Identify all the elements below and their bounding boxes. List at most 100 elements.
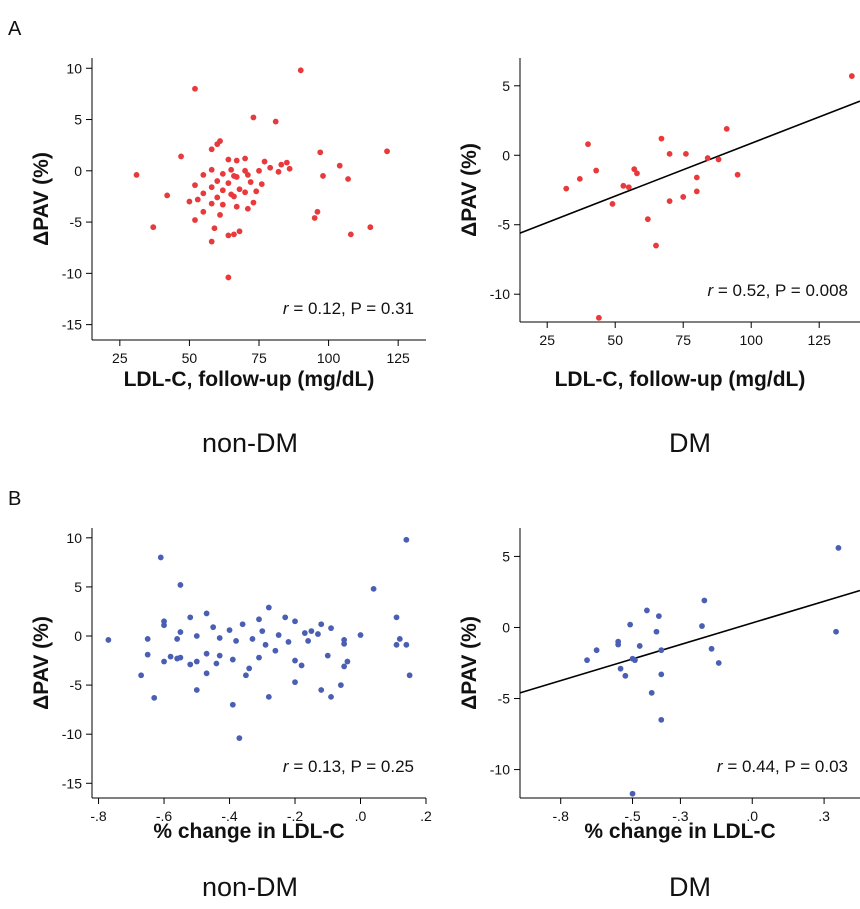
data-point (242, 189, 248, 196)
data-point (214, 178, 221, 184)
data-point (283, 159, 290, 166)
data-point (595, 314, 602, 321)
data-point (174, 636, 181, 642)
data-point (249, 636, 256, 642)
data-point (734, 171, 741, 178)
data-point (278, 161, 285, 168)
data-point (208, 238, 215, 245)
data-point (208, 166, 215, 173)
data-point (406, 672, 413, 679)
data-point (627, 621, 634, 628)
data-point (848, 73, 855, 79)
data-point (178, 153, 184, 160)
data-point (328, 625, 334, 632)
x-tick-label: 125 (386, 350, 410, 366)
data-point (194, 196, 201, 203)
data-point (187, 661, 194, 668)
data-point (244, 205, 251, 212)
data-point (177, 629, 184, 635)
x-tick-label: -.2 (287, 808, 304, 824)
data-point (193, 687, 200, 693)
data-point (231, 193, 237, 200)
stat-values: = 0.44, P = 0.03 (723, 757, 848, 776)
data-point (384, 148, 390, 155)
data-point (265, 604, 272, 611)
data-point (298, 662, 305, 669)
data-point (242, 155, 248, 162)
data-point (723, 125, 730, 132)
data-point (317, 149, 324, 156)
y-tick-label: 0 (502, 147, 510, 163)
data-point (236, 228, 243, 235)
data-point (311, 215, 318, 221)
data-point (680, 194, 687, 200)
data-point (161, 658, 167, 665)
data-point (658, 716, 665, 723)
data-point (239, 621, 246, 628)
x-axis-title: LDL-C, follow-up (mg/dL) (555, 368, 806, 391)
data-point (208, 146, 215, 153)
data-point (593, 167, 600, 174)
y-tick-label: -10 (490, 762, 510, 778)
x-axis-title: % change in LDL-C (153, 820, 344, 843)
data-point (563, 185, 570, 192)
data-point (200, 208, 207, 215)
data-point (617, 665, 624, 672)
data-point (648, 689, 655, 696)
data-point (704, 155, 711, 161)
data-point (715, 156, 722, 163)
data-point (292, 657, 298, 664)
data-point (250, 199, 257, 206)
data-point (200, 190, 207, 197)
data-point (328, 693, 334, 700)
y-tick-label: -15 (62, 317, 82, 333)
y-tick-label: 0 (502, 619, 510, 635)
data-point (262, 641, 269, 648)
y-tick-label: 5 (502, 548, 510, 564)
data-point (236, 186, 243, 193)
data-point (341, 640, 348, 647)
data-point (584, 657, 590, 664)
data-point (393, 641, 400, 648)
y-tick-label: -5 (70, 677, 83, 693)
correlation-annotation: r = 0.13, P = 0.25 (283, 757, 414, 776)
data-point (133, 172, 140, 178)
data-point (161, 622, 167, 629)
data-point (208, 200, 215, 207)
data-point (243, 672, 249, 679)
y-tick-label: -10 (490, 286, 510, 302)
data-point (629, 790, 636, 797)
y-tick-label: 10 (66, 60, 82, 76)
data-point (144, 651, 151, 658)
data-point (658, 135, 665, 142)
data-point (164, 192, 171, 199)
x-tick-label: -.3 (672, 808, 689, 824)
data-point (644, 216, 651, 223)
data-point (192, 217, 198, 223)
data-point (219, 187, 226, 194)
data-point (214, 141, 221, 148)
stat-values: = 0.13, P = 0.25 (289, 757, 414, 776)
data-point (314, 208, 321, 215)
data-point (336, 162, 343, 169)
x-tick-label: -.4 (221, 808, 238, 824)
x-tick-label: 100 (740, 332, 764, 348)
data-point (393, 614, 400, 621)
data-point (211, 225, 218, 232)
x-tick-label: 50 (182, 350, 198, 366)
data-point (225, 156, 232, 163)
data-point (229, 701, 236, 708)
x-tick-label: -.8 (553, 808, 570, 824)
caption-b-dm: DM (669, 872, 711, 902)
data-point (228, 166, 235, 173)
data-point (193, 658, 200, 665)
data-point (666, 150, 673, 157)
data-point (666, 198, 673, 205)
data-point (636, 643, 643, 649)
data-point (292, 679, 298, 686)
y-tick-label: -15 (62, 775, 82, 791)
data-point (272, 647, 279, 654)
data-point (167, 653, 174, 660)
data-point (292, 618, 298, 625)
